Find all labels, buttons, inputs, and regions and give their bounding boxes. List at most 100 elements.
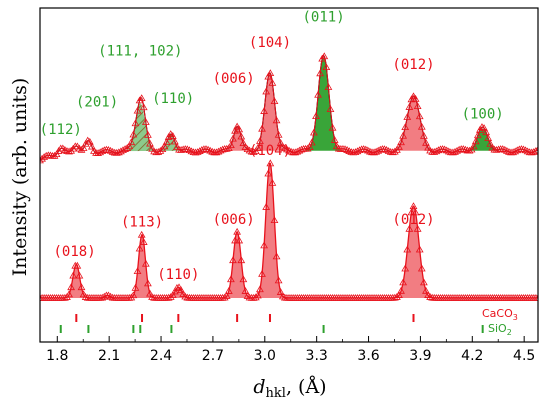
top-obs-marker: [459, 145, 468, 152]
bottom-obs-marker: [224, 287, 233, 294]
top-obs-marker: [312, 112, 320, 120]
top-obs-marker: [283, 145, 291, 153]
top-obs-marker: [129, 130, 138, 138]
top-obs-marker: [125, 142, 134, 150]
bottom-obs-marker: [401, 264, 410, 272]
top-obs-marker: [322, 63, 331, 71]
top-obs-marker: [405, 103, 414, 110]
top-obs-marker: [461, 145, 470, 153]
top-obs-marker: [390, 147, 399, 155]
bottom-obs-marker: [256, 285, 264, 293]
top-obs-marker: [104, 146, 113, 153]
bottom-peak-fill-1: [98, 295, 117, 298]
top-obs-marker: [417, 122, 426, 130]
top-obs-marker: [343, 146, 351, 153]
bottom-obs-marker: [69, 271, 78, 279]
bottom-peak-label-2: (110): [157, 267, 199, 283]
top-peak-label-0: (112): [40, 122, 82, 138]
top-obs-marker: [61, 146, 69, 153]
top-obs-marker: [345, 147, 354, 154]
bottom-obs-marker: [175, 283, 183, 291]
top-obs-marker: [264, 72, 273, 80]
top-obs-marker: [359, 145, 368, 152]
top-obs-marker: [185, 146, 194, 154]
top-obs-marker: [141, 118, 150, 125]
top-obs-marker: [498, 145, 507, 152]
bottom-obs-marker: [148, 293, 156, 300]
bottom-obs-marker: [415, 245, 424, 253]
top-obs-marker: [415, 112, 424, 120]
top-obs-marker: [131, 119, 140, 127]
bottom-obs-marker: [258, 269, 266, 277]
top-obs-marker: [274, 130, 283, 138]
top-obs-marker: [137, 94, 146, 102]
top-obs-marker: [328, 123, 337, 131]
top-obs-marker: [106, 146, 115, 154]
x-axis-label-unit: , (Å): [286, 376, 327, 398]
top-obs-marker: [256, 137, 264, 144]
bottom-obs-marker: [106, 292, 115, 300]
top-obs-marker: [270, 97, 279, 105]
bottom-obs-marker: [40, 293, 44, 301]
top-obs-marker: [204, 145, 212, 153]
bottom-fit-line: [40, 162, 538, 299]
bottom-obs-marker: [81, 293, 90, 300]
top-obs-marker: [287, 147, 295, 155]
bottom-peak-fill-6: [393, 206, 434, 298]
top-obs-marker: [318, 54, 327, 62]
top-obs-marker: [285, 146, 293, 154]
top-obs-marker: [305, 143, 314, 151]
top-obs-marker: [227, 141, 235, 149]
top-obs-marker: [314, 90, 322, 98]
bottom-obs-marker: [177, 286, 185, 294]
top-obs-marker: [206, 146, 215, 154]
bottom-obs-marker: [413, 224, 422, 232]
top-obs-marker: [382, 145, 391, 153]
top-obs-marker: [500, 145, 509, 153]
legend-sio2: SiO2: [488, 322, 512, 337]
bottom-obs-marker: [268, 178, 277, 186]
top-peak-label-8: (100): [462, 107, 504, 123]
top-peak-overlay-4: [157, 133, 185, 151]
top-obs-marker: [260, 107, 268, 114]
bottom-obs-marker: [231, 236, 239, 244]
top-obs-marker: [135, 96, 144, 104]
bottom-obs-marker: [133, 267, 142, 275]
top-obs-marker: [52, 150, 61, 158]
top-obs-marker: [127, 138, 136, 146]
bottom-obs-marker: [173, 284, 181, 291]
bottom-obs-marker: [276, 288, 285, 295]
bottom-obs-marker: [131, 283, 140, 291]
top-peak-label-5: (104): [249, 35, 291, 51]
top-obs-marker: [347, 148, 356, 155]
top-obs-marker: [245, 146, 254, 154]
top-obs-marker: [480, 124, 488, 131]
x-axis-label: dhkl, (Å): [253, 376, 326, 401]
bottom-peak-fill-4: [222, 231, 252, 298]
top-obs-marker: [341, 145, 349, 153]
bottom-obs-marker: [534, 293, 538, 301]
top-obs-marker: [380, 145, 389, 153]
top-obs-marker: [397, 138, 405, 146]
top-obs-marker: [235, 125, 244, 133]
x-axis-label-sub: hkl: [266, 386, 286, 401]
top-obs-marker: [534, 145, 538, 153]
x-tick-label-1: 2.1: [98, 348, 120, 364]
top-obs-marker: [123, 144, 132, 151]
top-peak-label-6: (011): [303, 10, 345, 26]
bottom-obs-marker: [239, 275, 248, 283]
bottom-obs-marker: [137, 230, 146, 238]
top-obs-marker: [413, 102, 422, 110]
top-obs-marker: [247, 147, 256, 155]
top-obs-marker: [133, 106, 142, 114]
top-peak-label-2: (111, 102): [98, 44, 182, 60]
top-obs-marker: [67, 146, 76, 154]
top-obs-marker: [280, 144, 289, 152]
top-obs-marker: [156, 146, 165, 154]
bottom-obs-marker: [411, 208, 420, 216]
x-tick-label-9: 4.5: [513, 348, 535, 364]
top-obs-marker: [484, 134, 493, 141]
top-obs-marker: [399, 131, 408, 139]
top-peak-fill-7: [251, 72, 288, 151]
bottom-obs-marker: [141, 259, 150, 267]
